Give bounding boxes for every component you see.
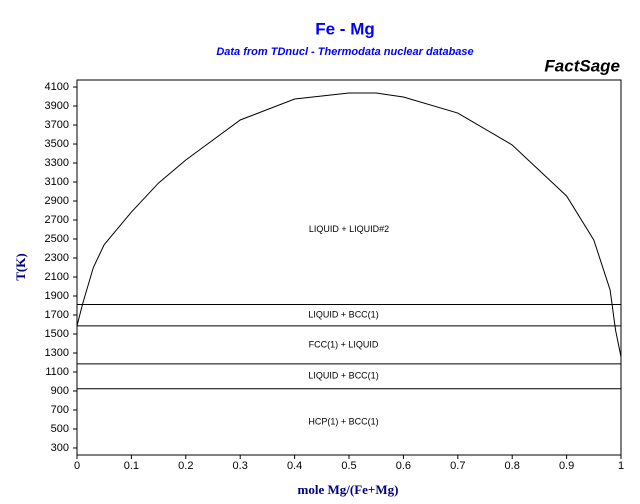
phase-boundary bbox=[76, 92, 622, 357]
region-label: LIQUID + BCC(1) bbox=[308, 371, 378, 381]
y-tick-label: 4100 bbox=[45, 81, 69, 93]
y-tick-label: 3100 bbox=[45, 176, 69, 188]
y-tick-label: 2700 bbox=[45, 214, 69, 226]
y-tick-label: 3700 bbox=[45, 119, 69, 131]
y-tick-label: 1500 bbox=[45, 328, 69, 340]
y-tick-label: 1300 bbox=[45, 347, 69, 359]
y-tick-label: 300 bbox=[51, 442, 69, 454]
y-tick-label: 1100 bbox=[45, 366, 69, 378]
x-tick-label: 0.3 bbox=[233, 460, 248, 472]
brand: FactSage bbox=[544, 56, 620, 75]
x-tick-label: 0.4 bbox=[287, 460, 302, 472]
x-tick-label: 0 bbox=[74, 460, 80, 472]
x-tick-label: 0.5 bbox=[341, 460, 356, 472]
region-label: FCC(1) + LIQUID bbox=[309, 339, 379, 349]
x-tick-label: 0.7 bbox=[450, 460, 465, 472]
y-tick-label: 500 bbox=[51, 423, 69, 435]
plot-frame bbox=[76, 79, 622, 456]
y-tick-label: 2900 bbox=[45, 195, 69, 207]
y-tick-label: 900 bbox=[51, 385, 69, 397]
y-axis-label: T(K) bbox=[13, 253, 28, 280]
y-tick-label: 2300 bbox=[45, 252, 69, 264]
region-label: LIQUID + LIQUID#2 bbox=[309, 224, 389, 234]
x-axis-label: mole Mg/(Fe+Mg) bbox=[298, 482, 399, 497]
region-label: HCP(1) + BCC(1) bbox=[308, 416, 378, 426]
chart-title: Fe - Mg bbox=[315, 19, 375, 38]
y-tick-label: 700 bbox=[51, 404, 69, 416]
region-label: LIQUID + BCC(1) bbox=[308, 310, 378, 320]
x-tick-label: 0.2 bbox=[178, 460, 193, 472]
x-tick-label: 0.8 bbox=[505, 460, 520, 472]
y-tick-label: 3900 bbox=[45, 100, 69, 112]
y-tick-label: 2500 bbox=[45, 233, 69, 245]
y-tick-label: 1900 bbox=[45, 290, 69, 302]
y-tick-label: 3500 bbox=[45, 138, 69, 150]
y-tick-label: 2100 bbox=[45, 271, 69, 283]
y-tick-label: 3300 bbox=[45, 157, 69, 169]
x-tick-label: 0.6 bbox=[396, 460, 411, 472]
x-tick-label: 0.1 bbox=[124, 460, 139, 472]
y-tick-label: 1700 bbox=[45, 309, 69, 321]
x-tick-label: 1 bbox=[618, 460, 624, 472]
x-tick-label: 0.9 bbox=[559, 460, 574, 472]
chart-subtitle: Data from TDnucl - Thermodata nuclear da… bbox=[216, 46, 473, 58]
